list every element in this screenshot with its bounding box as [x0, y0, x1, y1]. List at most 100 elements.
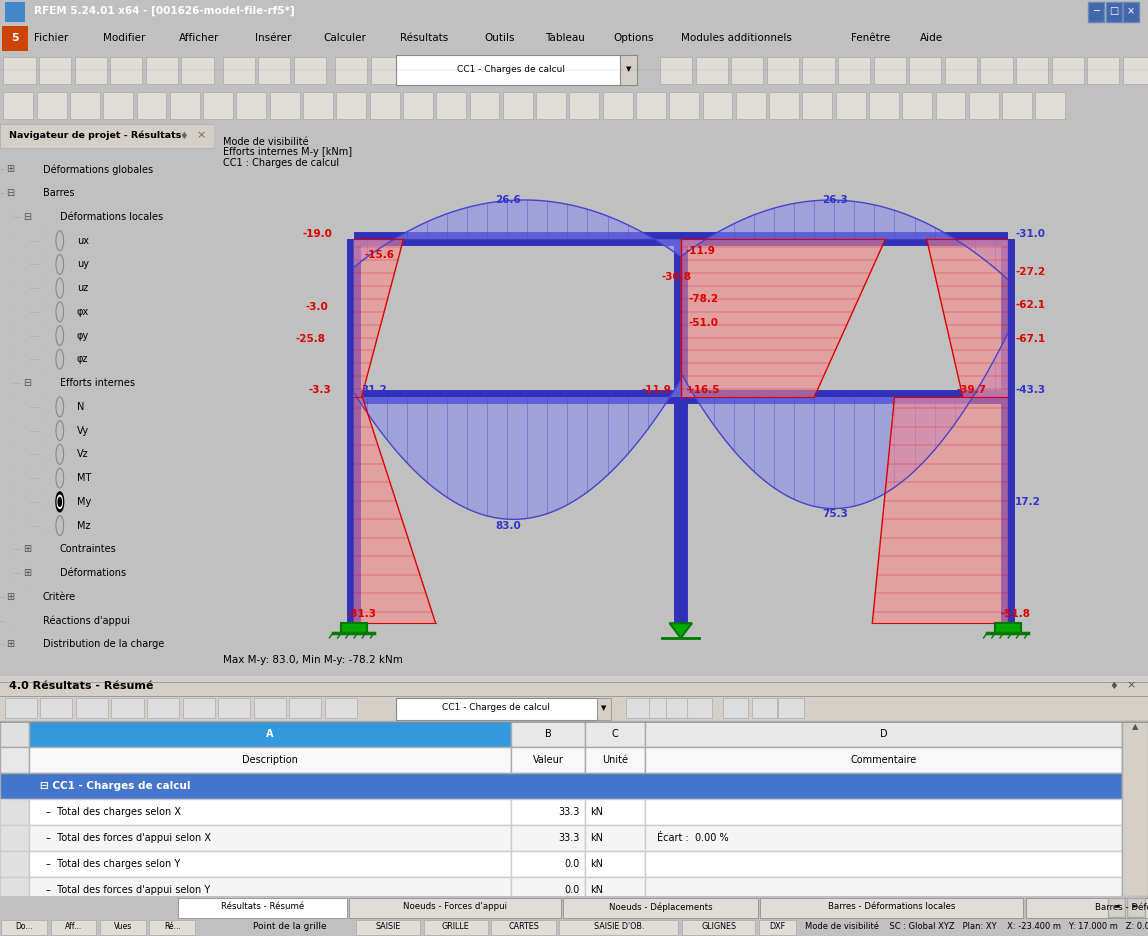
Bar — [1123, 2, 1139, 22]
Text: ⊞: ⊞ — [23, 545, 32, 554]
Polygon shape — [681, 240, 885, 397]
Bar — [666, 698, 691, 718]
Bar — [511, 722, 585, 747]
Text: ⊟: ⊟ — [23, 212, 32, 222]
Text: Unité: Unité — [603, 755, 628, 766]
Text: -11.9: -11.9 — [685, 246, 715, 256]
Text: -51.0: -51.0 — [689, 318, 719, 328]
Text: Ré...: Ré... — [164, 922, 180, 931]
Text: ⊞: ⊞ — [7, 592, 15, 602]
Text: -15.6: -15.6 — [365, 250, 395, 260]
Bar — [341, 623, 366, 633]
Bar — [1108, 899, 1125, 917]
Bar — [0, 799, 29, 826]
Bar — [1122, 877, 1148, 903]
Text: 4.0 Résultats - Résumé: 4.0 Résultats - Résumé — [9, 680, 154, 691]
Text: Fenêtre: Fenêtre — [852, 33, 891, 43]
Text: -67.1: -67.1 — [1015, 334, 1046, 344]
Text: Aff...: Aff... — [65, 922, 82, 931]
Bar — [0, 695, 1148, 722]
Bar — [645, 877, 1122, 903]
Text: □: □ — [1109, 7, 1118, 16]
Bar — [1, 920, 47, 935]
Polygon shape — [354, 240, 403, 397]
Bar — [645, 851, 1122, 877]
Bar — [5, 2, 25, 22]
Text: Max M-y: 83.0, Min M-y: -78.2 kNm: Max M-y: 83.0, Min M-y: -78.2 kNm — [223, 654, 403, 665]
Bar — [370, 93, 400, 119]
Bar — [491, 920, 556, 935]
Bar — [945, 57, 977, 83]
Bar — [1026, 898, 1148, 918]
Bar — [731, 57, 763, 83]
Text: ►: ► — [1133, 903, 1139, 909]
Bar — [759, 920, 796, 935]
Bar — [687, 698, 712, 718]
Text: +16.5: +16.5 — [685, 385, 720, 395]
Bar — [649, 698, 674, 718]
Bar — [303, 93, 333, 119]
Bar — [585, 722, 645, 747]
Text: CC1 - Charges de calcul: CC1 - Charges de calcul — [442, 703, 550, 712]
Text: Résultats: Résultats — [400, 33, 448, 43]
Text: -39.7: -39.7 — [956, 385, 986, 395]
Bar — [669, 93, 699, 119]
Bar — [2, 25, 28, 51]
Circle shape — [59, 497, 62, 506]
Bar — [752, 698, 777, 718]
Bar — [203, 93, 233, 119]
Text: uz: uz — [77, 283, 88, 293]
Bar — [110, 57, 142, 83]
Bar — [396, 698, 597, 720]
Bar — [29, 722, 511, 747]
Bar — [802, 93, 832, 119]
Bar — [969, 93, 999, 119]
Bar — [111, 698, 144, 718]
Text: ▼: ▼ — [602, 705, 606, 710]
Text: C: C — [612, 729, 619, 739]
Bar — [100, 920, 146, 935]
Polygon shape — [926, 240, 1008, 397]
Bar — [585, 877, 645, 903]
Text: Réactions d'appui: Réactions d'appui — [42, 615, 130, 626]
Text: ⊟: ⊟ — [23, 378, 32, 388]
Text: kN: kN — [590, 859, 603, 870]
Polygon shape — [354, 397, 435, 623]
Text: ×: × — [1126, 680, 1135, 691]
Text: Critère: Critère — [42, 592, 76, 602]
Text: RFEM 5.24.01 x64 - [001626-model-file-rf5*]: RFEM 5.24.01 x64 - [001626-model-file-rf… — [34, 6, 295, 16]
Text: GRILLE: GRILLE — [442, 922, 470, 931]
Text: Résultats - Résumé: Résultats - Résumé — [220, 902, 304, 912]
Text: Barres - Déformations locales: Barres - Déformations locales — [828, 902, 955, 912]
Bar — [40, 698, 72, 718]
Bar — [29, 747, 511, 773]
Bar — [0, 877, 29, 903]
Text: ⊞: ⊞ — [7, 165, 15, 174]
Text: -62.1: -62.1 — [1015, 300, 1046, 310]
Bar — [645, 747, 1122, 773]
Bar — [620, 55, 637, 85]
Text: ◄: ◄ — [1114, 903, 1119, 909]
Text: DXF: DXF — [769, 922, 785, 931]
Bar — [0, 124, 214, 148]
Bar — [258, 57, 290, 83]
Polygon shape — [669, 623, 692, 638]
Text: Efforts internes: Efforts internes — [60, 378, 134, 388]
Text: Modules additionnels: Modules additionnels — [682, 33, 792, 43]
Bar — [1035, 93, 1065, 119]
Text: Fichier: Fichier — [34, 33, 69, 43]
Text: A: A — [266, 729, 273, 739]
Text: Outils: Outils — [484, 33, 514, 43]
Text: φy: φy — [77, 330, 90, 341]
Bar — [146, 57, 178, 83]
Bar — [559, 920, 678, 935]
Bar — [218, 698, 250, 718]
Bar — [0, 747, 29, 773]
Bar — [29, 877, 511, 903]
Bar — [503, 93, 533, 119]
Bar — [294, 57, 326, 83]
Bar — [564, 898, 758, 918]
Bar — [585, 826, 645, 851]
Text: ▼: ▼ — [626, 66, 631, 72]
Text: ♦: ♦ — [1109, 680, 1118, 691]
